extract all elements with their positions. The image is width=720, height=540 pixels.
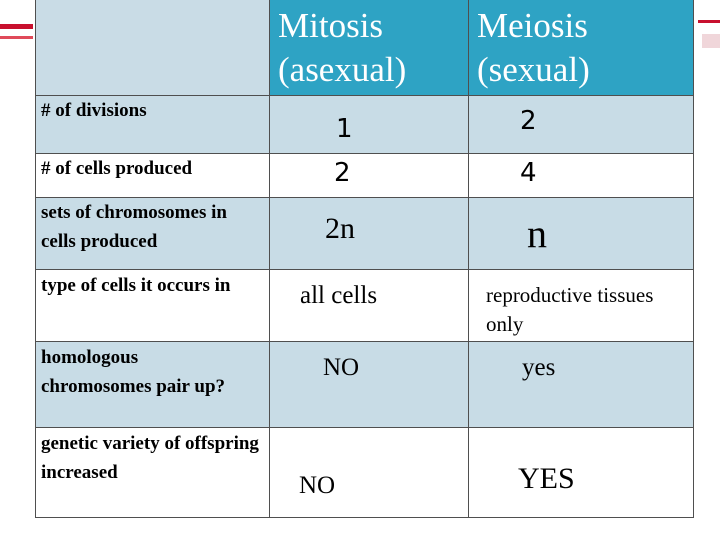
header-meiosis-text: Meiosis (sexual) [477, 6, 590, 89]
table-row-label-cell [36, 270, 269, 341]
table-cell-mitosis: all cells [270, 270, 468, 341]
header-cell-meiosis: Meiosis (sexual) [469, 0, 693, 95]
table-row-label-cell [36, 154, 269, 197]
table-row-label-cell [36, 96, 269, 153]
table-cell-meiosis: reproductive tissues only [469, 270, 693, 341]
row-label-chromosome-sets: sets of chromosomes in cells produced [41, 202, 227, 252]
mitosis-meiosis-comparison-table: Mitosis (asexual) Meiosis (sexual) 1 2 2… [35, 0, 694, 518]
table-cell-meiosis: 4 [469, 154, 693, 197]
table-cell-meiosis: YES [469, 428, 693, 517]
header-mitosis-text: Mitosis (asexual) [278, 6, 407, 89]
table-cell-mitosis: 2n [270, 198, 468, 269]
genetic-variety-meiosis-value: YES [518, 462, 575, 495]
decorative-pink-block [702, 34, 720, 48]
table-row-label-cell [36, 428, 269, 517]
row-label-genetic-variety: genetic variety of offspring increased [41, 433, 259, 483]
table-row-label-cell [36, 198, 269, 269]
table-cell-meiosis: n [469, 198, 693, 269]
homologous-pair-meiosis-value: yes [522, 354, 556, 381]
decorative-red-bar [698, 20, 720, 23]
table-cell-meiosis: yes [469, 342, 693, 427]
chromosome-sets-mitosis-value: 2n [325, 212, 355, 245]
cell-type-mitosis-value: all cells [300, 282, 378, 309]
header-blank-cell [36, 0, 269, 95]
table-cell-mitosis: 1 [270, 96, 468, 153]
divisions-meiosis-value: 2 [520, 106, 537, 136]
table-cell-mitosis: NO [270, 428, 468, 517]
cells-produced-mitosis-value: 2 [334, 158, 351, 188]
row-label-cells-produced: # of cells produced [41, 158, 193, 179]
table-cell-mitosis: 2 [270, 154, 468, 197]
homologous-pair-mitosis-value: NO [323, 354, 360, 381]
genetic-variety-mitosis-value: NO [299, 472, 336, 499]
row-label-homologous-pair: homologous chromosomes pair up? [41, 347, 226, 397]
divisions-mitosis-value: 1 [336, 114, 353, 144]
decorative-red-bar [0, 36, 33, 39]
cell-type-meiosis-value: reproductive tissues only [486, 283, 654, 336]
row-label-divisions: # of divisions [41, 100, 147, 121]
decorative-red-bar [0, 24, 33, 29]
table-cell-meiosis: 2 [469, 96, 693, 153]
row-label-cell-type: type of cells it occurs in [41, 275, 231, 296]
chromosome-sets-meiosis-value: n [527, 211, 547, 256]
header-cell-mitosis: Mitosis (asexual) [270, 0, 468, 95]
table-cell-mitosis: NO [270, 342, 468, 427]
table-row-label-cell [36, 342, 269, 427]
cells-produced-meiosis-value: 4 [520, 158, 537, 188]
